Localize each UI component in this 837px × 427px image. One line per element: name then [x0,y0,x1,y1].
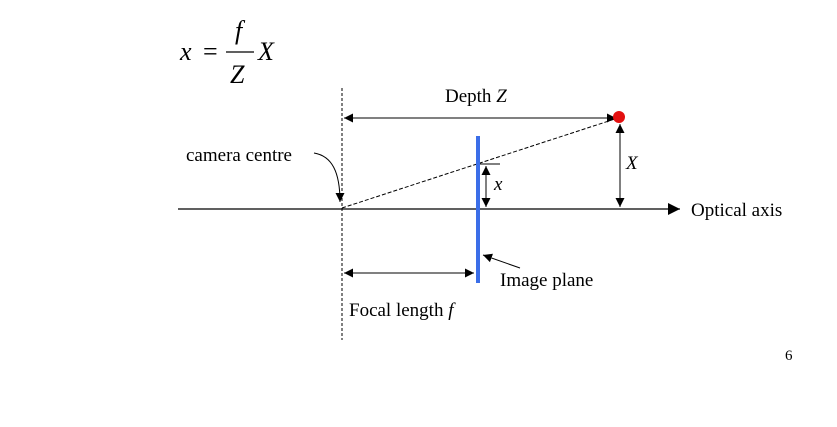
focal-length-label: Focal length f [349,300,456,321]
small-x-label: x [493,174,503,195]
projection-equation: x = f Z X [179,16,275,89]
world-point [613,111,625,123]
page-number: 6 [785,348,793,364]
image-plane-pointer [482,253,521,269]
equation-factor: X [257,37,275,66]
equation-denominator: Z [230,60,245,89]
optical-axis-label: Optical axis [691,200,782,221]
equation-numerator: f [235,16,246,45]
image-plane [476,136,480,283]
image-plane-label: Image plane [500,270,593,291]
big-x-label: X [625,153,639,174]
camera-centre-label: camera centre [186,145,292,166]
equation-equals: = [203,37,218,66]
equation-lhs: x [179,37,192,66]
camera-centre-pointer [313,152,345,203]
depth-label: Depth Z [445,86,507,107]
